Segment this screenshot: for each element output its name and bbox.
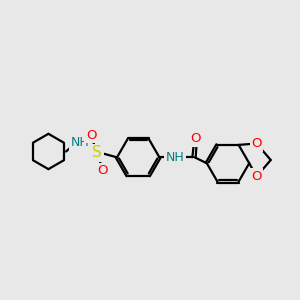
Text: O: O [251,137,262,150]
Text: NH: NH [70,136,89,149]
Text: O: O [98,164,108,177]
Text: S: S [92,146,102,160]
Text: O: O [251,170,262,183]
Text: O: O [190,132,201,145]
Text: NH: NH [166,151,184,164]
Text: O: O [86,129,96,142]
